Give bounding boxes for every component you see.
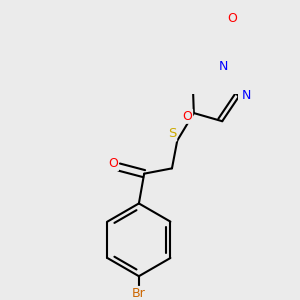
Text: O: O bbox=[182, 110, 192, 123]
Text: O: O bbox=[227, 12, 237, 26]
Text: S: S bbox=[168, 128, 176, 140]
Text: N: N bbox=[242, 89, 251, 102]
Text: O: O bbox=[108, 157, 118, 170]
Text: N: N bbox=[219, 60, 229, 73]
Text: Br: Br bbox=[132, 287, 146, 300]
